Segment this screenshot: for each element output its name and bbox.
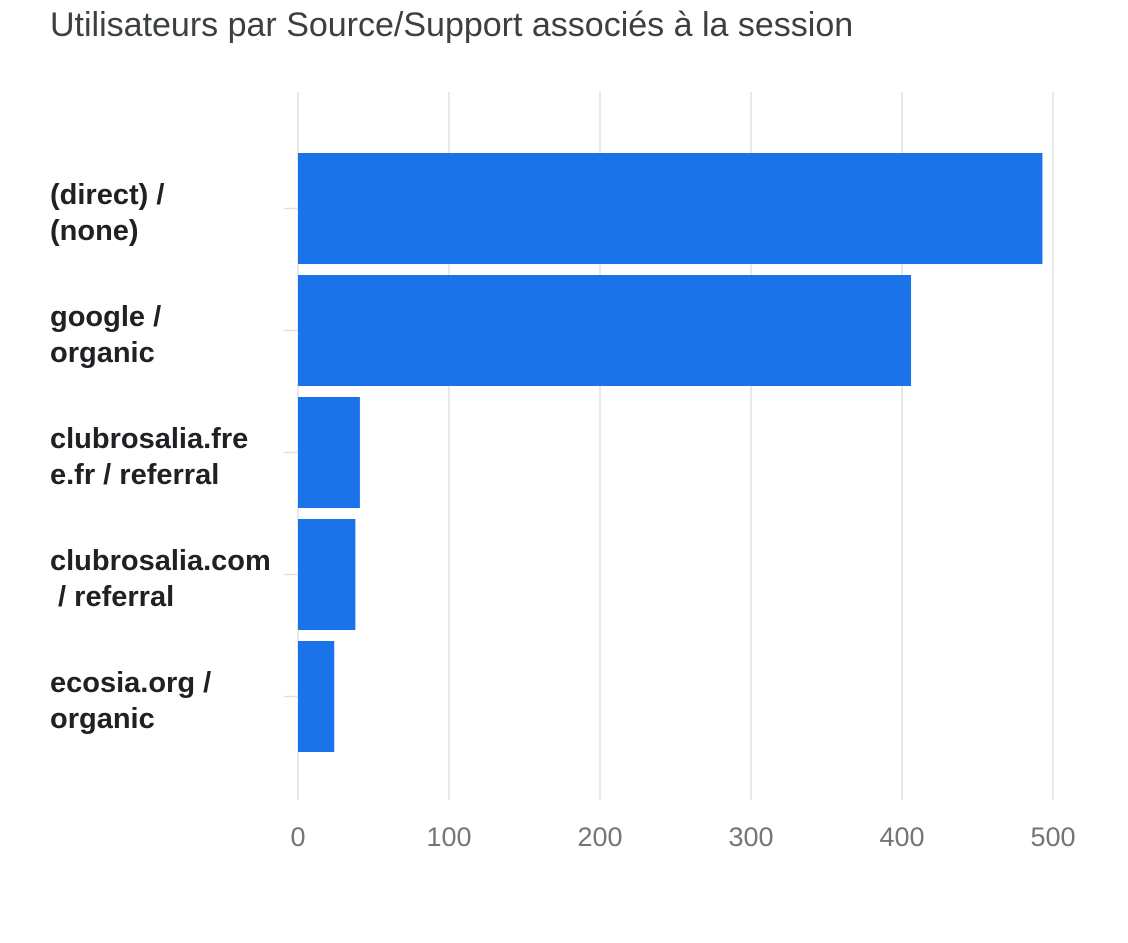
x-tick-label: 200 — [577, 822, 622, 852]
category-label: google / organic — [50, 301, 162, 369]
bar — [298, 397, 360, 508]
category-label: clubrosalia.com / referral — [50, 545, 271, 613]
x-tick-label: 0 — [290, 822, 305, 852]
category-label: ecosia.org / organic — [50, 667, 212, 735]
x-tick-label: 500 — [1030, 822, 1075, 852]
bar — [298, 275, 912, 386]
x-tick-label: 100 — [426, 822, 471, 852]
bar — [298, 641, 335, 752]
category-label: clubrosalia.fre e.fr / referral — [50, 423, 249, 491]
chart-title: Utilisateurs par Source/Support associés… — [50, 6, 854, 44]
bar — [298, 519, 356, 630]
bar — [298, 153, 1043, 264]
x-tick-label: 300 — [728, 822, 773, 852]
category-label: (direct) / (none) — [50, 179, 165, 247]
x-tick-label: 400 — [879, 822, 924, 852]
